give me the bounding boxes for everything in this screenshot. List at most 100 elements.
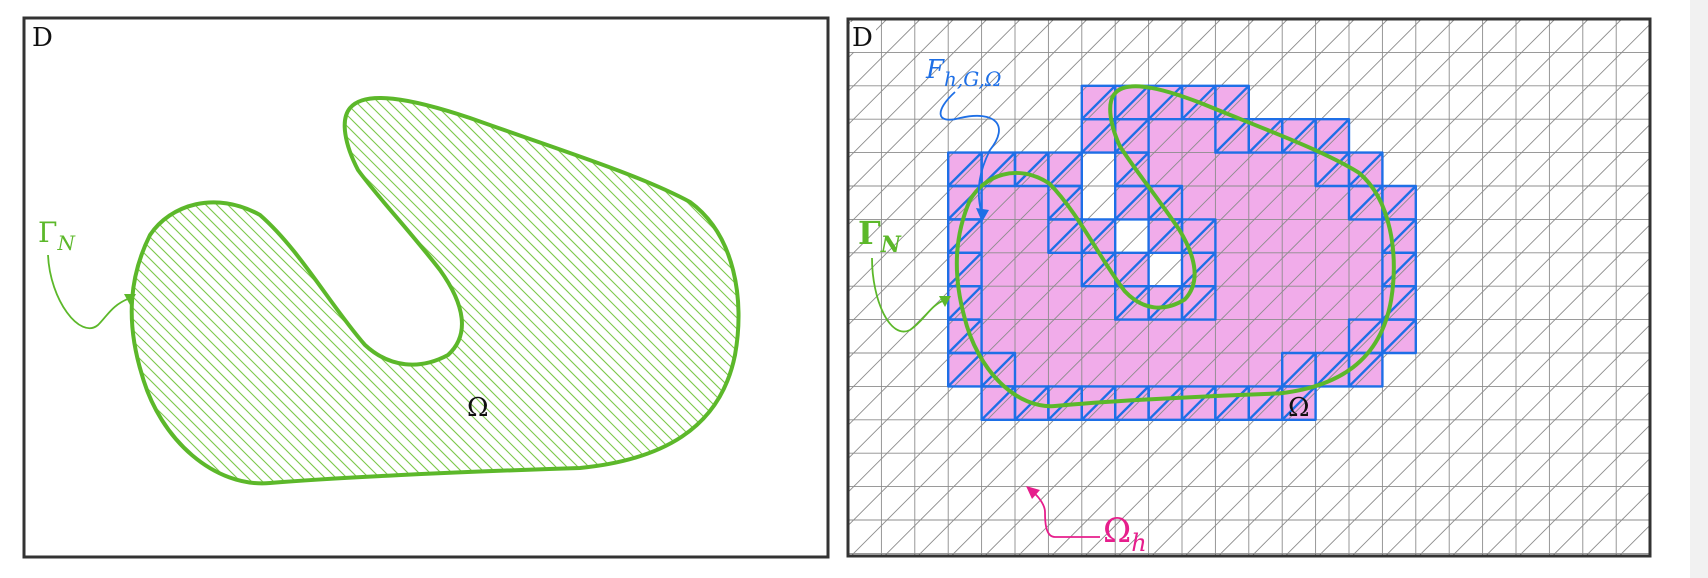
active-cell [1015,252,1049,287]
hatch-line [131,97,423,484]
active-cell [1248,252,1283,287]
hatch-line [131,97,412,484]
active-cell [1282,186,1316,220]
active-cell [1115,353,1149,387]
hatch-line [131,97,478,484]
left-omega-label: Ω [467,393,489,423]
omega-h-arrow [1029,489,1100,538]
mesh-diag [848,19,1289,460]
hatch-line [432,97,739,484]
active-cell [1349,252,1383,287]
mesh-grid [848,19,1650,556]
active-cell [1282,219,1316,253]
left-panel: D ΓN Ω [0,16,830,559]
hatch-line [131,97,390,484]
active-cells [948,85,1416,420]
mesh-diag [850,19,1389,556]
mesh-diag [848,19,1188,360]
mesh-diag [848,19,1055,226]
scrollbar-track[interactable] [1690,0,1708,578]
active-cell [1081,286,1116,320]
right-gamma-n-boundary [954,84,1396,409]
mesh-diag [917,19,1456,556]
hatch-line [131,97,357,484]
mesh-diag [1117,23,1650,556]
active-cell [1182,152,1216,186]
hatch-line [131,97,467,484]
mesh-diag [848,19,1222,393]
hatch-line [131,97,401,484]
hatch-line [421,97,739,484]
left-corner-label: D [32,23,53,53]
omega-h-label: Ωh [1103,511,1147,557]
active-cell [1315,186,1349,220]
hatch-line [487,97,739,484]
active-cell [1282,319,1316,353]
active-cell [1248,286,1283,320]
hatch-line [454,97,739,484]
active-cell [1215,186,1249,220]
right-gamma-n-label: ΓN [858,214,902,258]
active-cell [1015,186,1049,220]
hatch-line [131,97,313,484]
active-cell [1315,252,1349,287]
left-arrowhead [124,294,136,305]
right-frame [846,17,1652,558]
hatch-line [410,97,739,484]
active-cell [1282,286,1316,320]
hatch-line [465,97,739,484]
hatch-line [131,97,302,484]
active-cell [1248,353,1283,387]
hatch-line [131,97,324,484]
active-cell [981,186,1015,220]
mesh-diag [883,19,1422,556]
mesh-diag [848,19,1021,193]
left-frame [22,16,830,559]
mesh-diag [1484,390,1650,556]
active-cell [1182,186,1216,220]
left-gamma-n-arrow [47,254,131,329]
active-cell [981,219,1015,253]
mesh-diag [1251,157,1650,556]
mesh-diag [1217,123,1650,556]
active-cell [1248,152,1283,186]
mesh-diag [950,19,1489,556]
active-cell [1048,319,1082,353]
mesh-diag [1317,223,1650,556]
hatch-line [0,80,15,520]
hatch-line [131,97,368,484]
mesh-diag [848,19,988,159]
mesh-diag [1551,457,1650,556]
active-cell [1015,219,1049,253]
hatch-line [388,97,739,484]
hatch-line [289,97,731,484]
mesh-diag [1184,90,1650,556]
ghost-facet [1281,385,1317,421]
facet-arrow [939,91,1000,216]
active-cell [1349,286,1383,320]
mesh-diag [1384,290,1650,556]
mesh-diag [1451,357,1650,556]
mesh-diag [848,19,1122,293]
active-cell [1349,219,1383,253]
hatch-line [399,97,739,484]
right-arrowhead [939,296,951,307]
active-cell [1015,319,1049,353]
active-cell [1215,152,1249,186]
active-cell [981,286,1015,320]
active-cell [1048,353,1082,387]
active-cell [1315,319,1349,353]
active-cell [1148,353,1182,387]
hatch-line [131,97,456,484]
mesh-diag [848,19,1355,527]
active-cell [1048,286,1082,320]
active-cell [1215,353,1249,387]
hatch-line [131,97,434,484]
hatch-line [131,97,445,484]
active-cell [1182,319,1216,353]
active-cell [1015,286,1049,320]
left-gamma-n-label: ΓN [38,216,76,255]
active-cell [1215,319,1249,353]
mesh-diag [1418,324,1650,556]
